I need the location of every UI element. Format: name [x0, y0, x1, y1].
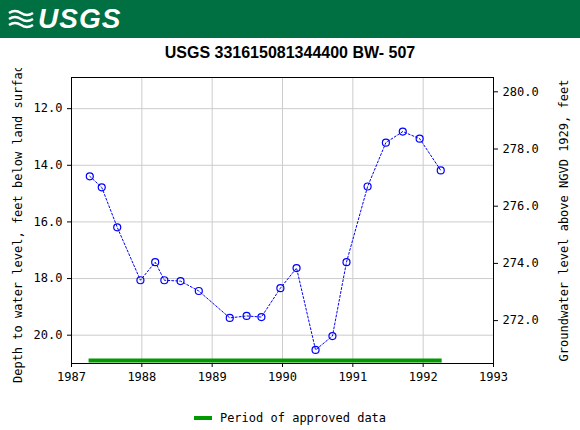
- svg-text:1991: 1991: [338, 370, 367, 384]
- svg-text:1992: 1992: [409, 370, 438, 384]
- svg-text:16.0: 16.0: [34, 215, 63, 229]
- html-text:USGS 331615081344400 BW- 507: USGS 331615081344400 BW- 507: [164, 44, 416, 61]
- svg-text:20.0: 20.0: [34, 328, 63, 342]
- svg-text:274.0: 274.0: [503, 256, 539, 270]
- svg-text:1987: 1987: [57, 370, 86, 384]
- svg-text:Depth to water level, feet bel: Depth to water level, feet below land su…: [11, 68, 25, 383]
- svg-text:14.0: 14.0: [34, 158, 63, 172]
- svg-text:1989: 1989: [198, 370, 227, 384]
- svg-text:280.0: 280.0: [503, 85, 539, 99]
- svg-text:272.0: 272.0: [503, 313, 539, 327]
- svg-text:278.0: 278.0: [503, 142, 539, 156]
- svg-text:1990: 1990: [268, 370, 297, 384]
- svg-text:Groundwater level above NGVD 1: Groundwater level above NGVD 1929, feet: [557, 80, 571, 362]
- html-text:USGS: USGS: [38, 3, 122, 34]
- svg-text:1993: 1993: [479, 370, 508, 384]
- svg-text:276.0: 276.0: [503, 199, 539, 213]
- svg-text:12.0: 12.0: [34, 101, 63, 115]
- html-text:Period of approved data: Period of approved data: [219, 411, 387, 425]
- svg-text:1988: 1988: [127, 370, 156, 384]
- svg-text:18.0: 18.0: [34, 271, 63, 285]
